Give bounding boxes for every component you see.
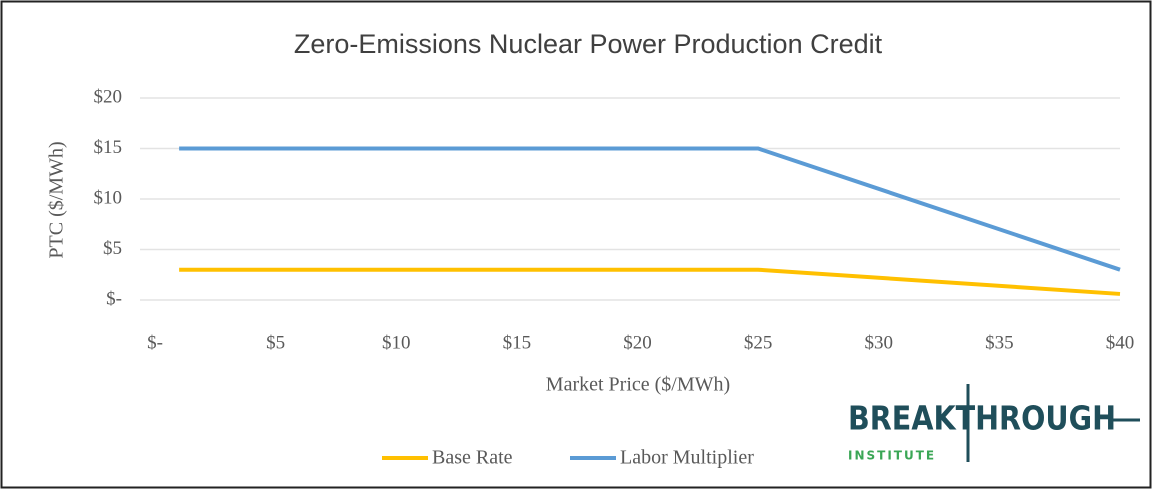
- y-axis-label: PTC ($/MWh): [46, 141, 68, 258]
- x-tick-label: $5: [266, 332, 285, 353]
- y-tick-label: $15: [94, 137, 123, 158]
- x-tick-label: $35: [985, 332, 1014, 353]
- y-tick-label: $20: [94, 86, 123, 107]
- x-tick-label: $25: [744, 332, 773, 353]
- legend-label: Labor Multiplier: [620, 447, 754, 469]
- logo-sub: INSTITUTE: [848, 449, 936, 463]
- y-tick-label: $5: [103, 238, 122, 259]
- series-line: [179, 267, 1121, 296]
- y-tick-label: $10: [94, 187, 123, 208]
- series-line: [179, 146, 1121, 272]
- x-tick-label: $30: [865, 332, 894, 353]
- chart-title: Zero-Emissions Nuclear Power Production …: [294, 29, 883, 59]
- logo: BREAKTHROUGH INSTITUTE: [848, 384, 1140, 463]
- x-axis-label: Market Price ($/MWh): [546, 374, 730, 396]
- x-tick-label: $20: [623, 332, 652, 353]
- x-tick-label: $40: [1106, 332, 1135, 353]
- x-tick-label: $10: [382, 332, 411, 353]
- y-tick-label: $-: [106, 288, 122, 309]
- x-tick-label: $15: [503, 332, 532, 353]
- legend-label: Base Rate: [432, 447, 513, 469]
- x-tick-label: $-: [147, 332, 163, 353]
- logo-name: BREAKTHROUGH: [848, 399, 1116, 438]
